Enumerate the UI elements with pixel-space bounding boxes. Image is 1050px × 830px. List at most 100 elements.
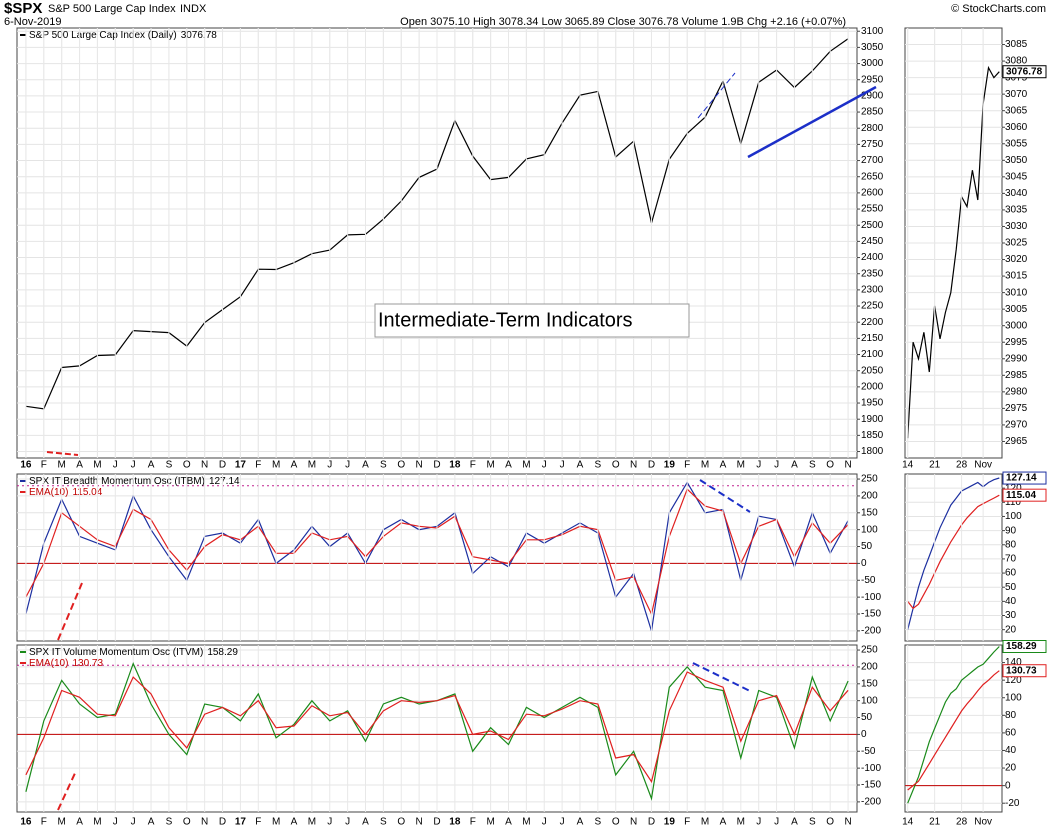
y-tick-label: 2965 xyxy=(1005,436,1028,447)
y-tick-label: 0 xyxy=(861,729,867,740)
value-box xyxy=(1002,488,1047,502)
y-tick-label: 100 xyxy=(1005,692,1022,703)
x-tick-label: M xyxy=(486,460,494,471)
legend-entry: EMA(10) 115.04 xyxy=(29,487,103,498)
y-tick-label: 80 xyxy=(1005,710,1017,721)
y-tick-label: 250 xyxy=(861,474,878,485)
x-tick-label: F xyxy=(255,817,261,828)
x-tick-label: D xyxy=(433,460,440,471)
x-tick-label: O xyxy=(612,460,620,471)
x-tick-label: A xyxy=(148,460,155,471)
y-tick-label: 3005 xyxy=(1005,304,1028,315)
y-tick-label: 3085 xyxy=(1005,39,1028,50)
x-tick-label: A xyxy=(720,460,727,471)
y-tick-label: 1950 xyxy=(861,398,884,409)
legend-name: EMA(10) xyxy=(29,487,68,498)
y-tick-label: 2800 xyxy=(861,123,884,134)
y-tick-label: 100 xyxy=(861,695,878,706)
y-tick-label: 3025 xyxy=(1005,238,1028,249)
x-tick-label: J xyxy=(131,460,136,471)
x-tick-label: J xyxy=(560,817,565,828)
exchange: INDX xyxy=(180,3,207,15)
x-tick-label: F xyxy=(684,460,690,471)
y-tick-label: 70 xyxy=(1005,554,1017,565)
y-tick-label: -50 xyxy=(861,575,876,586)
x-tick-label: 18 xyxy=(449,460,461,471)
legend-entry: SPX IT Volume Momentum Osc (ITVM) 158.29 xyxy=(29,647,238,658)
legend-value: 130.73 xyxy=(72,658,103,669)
y-tick-label: 1800 xyxy=(861,446,884,457)
x-tick-label: N xyxy=(416,460,423,471)
y-tick-label: 110 xyxy=(1005,497,1021,508)
x-tick-label: M xyxy=(701,460,709,471)
x-tick-label: J xyxy=(756,817,761,828)
y-tick-label: 200 xyxy=(861,491,878,502)
value-box xyxy=(1002,471,1047,485)
x-tick-label: S xyxy=(595,817,602,828)
y-tick-label: 3020 xyxy=(1005,254,1028,265)
value-label: 3076.78 xyxy=(1006,66,1043,77)
x-tick-label: 21 xyxy=(929,817,941,828)
y-tick-label: 2300 xyxy=(861,285,884,296)
x-tick-label: D xyxy=(648,817,655,828)
x-tick-label: A xyxy=(791,460,798,471)
x-tick-label: S xyxy=(595,460,602,471)
y-tick-label: 2995 xyxy=(1005,337,1028,348)
x-tick-label: J xyxy=(774,460,779,471)
x-tick-label: N xyxy=(844,817,851,828)
y-tick-label: 3080 xyxy=(1005,56,1028,67)
y-tick-label: 50 xyxy=(861,712,873,723)
y-tick-label: 2985 xyxy=(1005,370,1028,381)
x-tick-label: M xyxy=(93,817,101,828)
y-tick-label: -150 xyxy=(861,780,881,791)
y-tick-label: 40 xyxy=(1005,745,1017,756)
y-tick-label: 3010 xyxy=(1005,287,1028,298)
y-tick-label: 50 xyxy=(1005,582,1017,593)
y-tick-label: 0 xyxy=(1005,780,1011,791)
y-tick-label: 2970 xyxy=(1005,420,1028,431)
x-tick-label: J xyxy=(113,817,118,828)
y-tick-label: 2900 xyxy=(861,91,884,102)
value-label: 127.14 xyxy=(1006,473,1037,484)
y-tick-label: 20 xyxy=(1005,624,1017,635)
annotation: Intermediate-Term Indicators xyxy=(378,309,633,331)
x-tick-label: A xyxy=(720,817,727,828)
y-tick-label: 2600 xyxy=(861,188,884,199)
x-tick-label: D xyxy=(648,460,655,471)
x-tick-label: A xyxy=(291,460,298,471)
x-tick-label: Nov xyxy=(974,460,992,471)
x-tick-label: M xyxy=(272,460,280,471)
y-tick-label: 2650 xyxy=(861,171,884,182)
copyright: © StockCharts.com xyxy=(951,3,1046,15)
x-tick-label: A xyxy=(577,817,584,828)
y-tick-label: 3000 xyxy=(861,58,884,69)
y-tick-label: 20 xyxy=(1005,763,1017,774)
legend-name: SPX IT Breadth Momentum Osc (ITBM) xyxy=(29,476,205,487)
value-box xyxy=(1002,640,1047,654)
y-tick-label: -20 xyxy=(1005,798,1020,809)
x-tick-label: O xyxy=(397,817,405,828)
x-tick-label: J xyxy=(542,817,547,828)
x-tick-label: J xyxy=(560,460,565,471)
y-tick-label: 3050 xyxy=(861,42,884,53)
trendline xyxy=(699,479,751,513)
x-tick-label: M xyxy=(272,817,280,828)
annotation-box xyxy=(374,303,690,338)
series-line xyxy=(907,494,1000,610)
date: 6-Nov-2019 xyxy=(4,16,61,28)
y-tick-label: 0 xyxy=(861,558,867,569)
legend-entry: SPX IT Breadth Momentum Osc (ITBM) 127.14 xyxy=(29,476,240,487)
x-tick-label: D xyxy=(433,817,440,828)
x-tick-label: J xyxy=(756,460,761,471)
x-tick-label: M xyxy=(93,460,101,471)
y-tick-label: 3015 xyxy=(1005,271,1028,282)
x-tick-label: 18 xyxy=(449,817,461,828)
trendline xyxy=(57,770,77,811)
y-tick-label: 120 xyxy=(1005,483,1022,494)
y-tick-label: 2400 xyxy=(861,252,884,263)
trendline xyxy=(697,72,736,119)
x-tick-label: S xyxy=(809,460,816,471)
x-tick-label: M xyxy=(308,460,316,471)
x-tick-label: 19 xyxy=(664,460,676,471)
x-tick-label: 14 xyxy=(902,460,914,471)
